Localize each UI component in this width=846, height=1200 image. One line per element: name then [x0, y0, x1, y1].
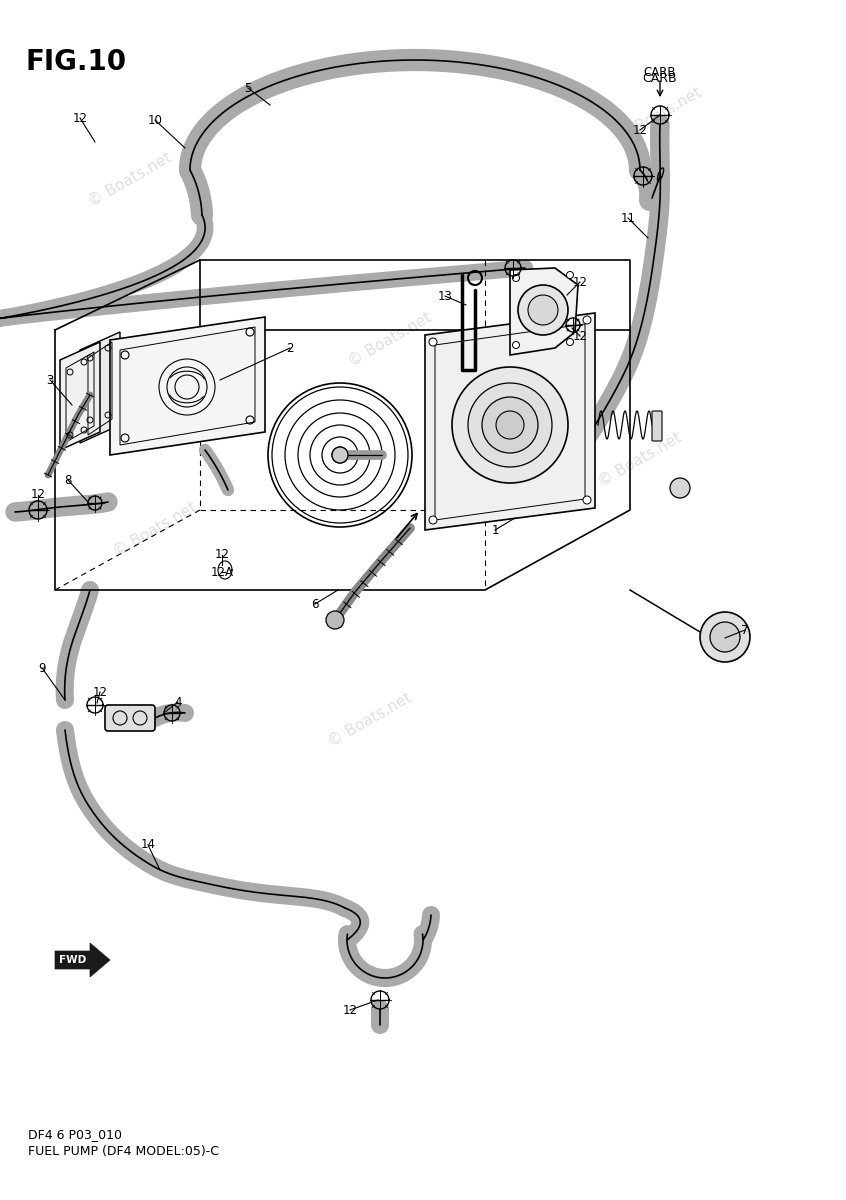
- Text: CARB: CARB: [643, 72, 678, 85]
- Circle shape: [513, 275, 519, 282]
- Text: 9: 9: [38, 661, 46, 674]
- Text: FWD: FWD: [59, 955, 86, 965]
- Circle shape: [710, 622, 740, 652]
- FancyBboxPatch shape: [652, 410, 662, 440]
- Circle shape: [583, 316, 591, 324]
- Circle shape: [528, 295, 558, 325]
- Text: 12A: 12A: [211, 565, 233, 578]
- Text: 12: 12: [30, 488, 46, 502]
- Text: 12: 12: [215, 548, 229, 562]
- Text: DF4 6 P03_010: DF4 6 P03_010: [28, 1128, 122, 1141]
- Text: FUEL PUMP (DF4 MODEL:05)-C: FUEL PUMP (DF4 MODEL:05)-C: [28, 1145, 219, 1158]
- Polygon shape: [80, 332, 120, 443]
- Text: 12: 12: [633, 124, 647, 137]
- Text: 4: 4: [174, 696, 182, 708]
- Text: 12: 12: [73, 112, 87, 125]
- Text: 10: 10: [147, 114, 162, 126]
- Text: © Boats.net: © Boats.net: [111, 500, 199, 560]
- Text: 12: 12: [92, 685, 107, 698]
- Circle shape: [429, 516, 437, 524]
- Circle shape: [482, 397, 538, 452]
- Text: 7: 7: [741, 624, 749, 636]
- Polygon shape: [55, 943, 110, 977]
- Text: © Boats.net: © Boats.net: [596, 430, 684, 490]
- Text: © Boats.net: © Boats.net: [85, 150, 174, 210]
- Text: 11: 11: [620, 211, 635, 224]
- Text: 8: 8: [64, 474, 72, 486]
- Circle shape: [468, 383, 552, 467]
- Text: © Boats.net: © Boats.net: [326, 690, 415, 750]
- Circle shape: [670, 478, 690, 498]
- Circle shape: [429, 338, 437, 346]
- Polygon shape: [425, 313, 595, 530]
- Text: 3: 3: [47, 373, 53, 386]
- Circle shape: [567, 271, 574, 278]
- Text: 12: 12: [573, 330, 587, 342]
- Text: © Boats.net: © Boats.net: [346, 310, 434, 370]
- Circle shape: [332, 446, 348, 463]
- Circle shape: [518, 284, 568, 335]
- Text: 12: 12: [343, 1003, 358, 1016]
- Text: 14: 14: [140, 839, 156, 852]
- Circle shape: [583, 496, 591, 504]
- Text: CARB: CARB: [644, 66, 676, 78]
- Circle shape: [700, 612, 750, 662]
- Text: 13: 13: [437, 289, 453, 302]
- Polygon shape: [110, 317, 265, 455]
- Polygon shape: [60, 342, 100, 450]
- Circle shape: [567, 338, 574, 346]
- Text: 5: 5: [244, 82, 252, 95]
- Circle shape: [496, 410, 524, 439]
- Polygon shape: [510, 268, 578, 355]
- Text: FIG.10: FIG.10: [25, 48, 126, 76]
- Text: 2: 2: [286, 342, 294, 354]
- Text: 12: 12: [573, 276, 587, 288]
- FancyBboxPatch shape: [105, 704, 155, 731]
- Circle shape: [326, 611, 344, 629]
- Text: 1: 1: [492, 523, 499, 536]
- Circle shape: [513, 342, 519, 348]
- Text: © Boats.net: © Boats.net: [616, 85, 704, 145]
- Circle shape: [452, 367, 568, 482]
- Text: 6: 6: [311, 598, 319, 611]
